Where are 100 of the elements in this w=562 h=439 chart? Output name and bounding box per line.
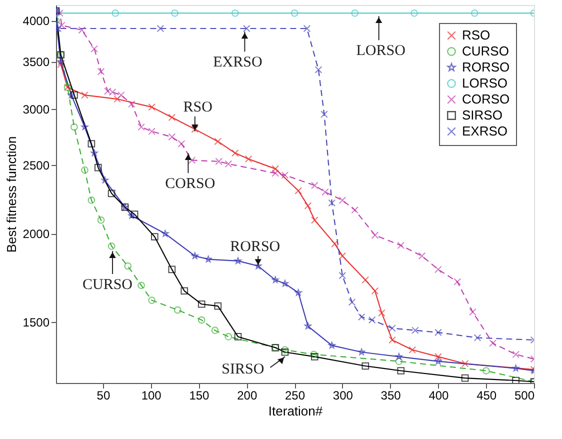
- point: [378, 309, 386, 317]
- point: [148, 103, 156, 111]
- point: [388, 324, 396, 332]
- x-tick-label: 250: [285, 388, 306, 402]
- point: [244, 155, 252, 163]
- point: [272, 165, 280, 172]
- point: [88, 140, 96, 148]
- point: [358, 348, 366, 356]
- point: [168, 266, 176, 274]
- point: [434, 353, 442, 360]
- point: [348, 298, 356, 306]
- point: [117, 91, 125, 99]
- point: [198, 300, 206, 308]
- legend-label: RORSO: [462, 60, 510, 74]
- point: [322, 188, 329, 196]
- point: [231, 149, 239, 157]
- point: [418, 252, 426, 260]
- x-tick-label: 350: [380, 388, 402, 402]
- point: [489, 340, 496, 347]
- point: [178, 140, 186, 148]
- point: [310, 353, 318, 360]
- point: [128, 212, 136, 219]
- point: [81, 166, 88, 174]
- point: [138, 282, 145, 290]
- point: [362, 276, 370, 284]
- point: [231, 9, 239, 17]
- x-tick-label: 100: [141, 388, 162, 402]
- point: [162, 230, 169, 237]
- y-tick-label: 3000: [22, 102, 50, 117]
- y-tick-label: 1500: [22, 316, 50, 330]
- legend-label: RSO: [462, 28, 490, 42]
- point: [90, 45, 98, 53]
- point: [351, 9, 359, 17]
- point: [188, 156, 196, 164]
- point: [371, 232, 379, 239]
- point: [512, 364, 520, 372]
- point: [461, 374, 469, 382]
- point: [108, 190, 116, 198]
- point: [114, 95, 121, 103]
- x-tick-label: 150: [189, 388, 210, 402]
- point: [304, 322, 312, 330]
- point: [112, 9, 120, 17]
- point: [180, 287, 188, 295]
- point: [90, 149, 98, 156]
- point: [174, 306, 182, 314]
- point: [328, 342, 336, 348]
- point: [358, 313, 366, 321]
- annotation: RSO: [183, 99, 213, 116]
- point: [130, 210, 138, 218]
- point: [469, 308, 476, 316]
- point: [371, 287, 379, 295]
- point: [434, 328, 442, 336]
- point: [57, 60, 64, 68]
- legend-label: SIRSO: [462, 108, 502, 122]
- point: [148, 296, 156, 304]
- point: [57, 58, 64, 65]
- x-tick-label: 300: [332, 388, 354, 402]
- y-tick-label: 3500: [22, 55, 50, 70]
- point: [331, 240, 338, 248]
- point: [204, 256, 212, 262]
- point: [294, 289, 302, 296]
- point: [168, 114, 176, 122]
- point: [281, 171, 289, 179]
- x-tick-label: 200: [237, 388, 258, 402]
- point: [397, 367, 405, 374]
- point: [97, 68, 105, 76]
- point: [338, 252, 346, 260]
- point: [124, 262, 132, 270]
- point: [191, 252, 198, 260]
- point: [234, 257, 242, 264]
- point: [214, 302, 222, 310]
- point: [310, 350, 318, 358]
- point: [388, 336, 396, 344]
- point: [397, 242, 405, 250]
- point: [434, 266, 442, 274]
- point: [454, 278, 462, 286]
- point: [338, 196, 346, 204]
- point: [294, 187, 302, 194]
- point: [310, 182, 318, 190]
- annotation: EXRSO: [213, 54, 262, 71]
- point: [138, 123, 145, 131]
- point: [58, 22, 66, 30]
- legend-label: EXRSO: [462, 124, 508, 138]
- point: [94, 164, 102, 172]
- point: [482, 367, 490, 374]
- y-tick-label: 2500: [22, 158, 50, 173]
- annotation: SIRSO: [222, 362, 264, 378]
- point: [224, 160, 232, 168]
- point: [351, 206, 359, 214]
- point: [272, 276, 279, 284]
- annotation: LORSO: [356, 43, 406, 60]
- point: [242, 24, 250, 32]
- legend-label: CORSO: [462, 92, 510, 106]
- point: [328, 199, 336, 207]
- point: [215, 158, 223, 166]
- point: [78, 26, 86, 34]
- point: [395, 358, 403, 365]
- point: [474, 334, 482, 342]
- point: [168, 133, 176, 141]
- point: [434, 358, 442, 364]
